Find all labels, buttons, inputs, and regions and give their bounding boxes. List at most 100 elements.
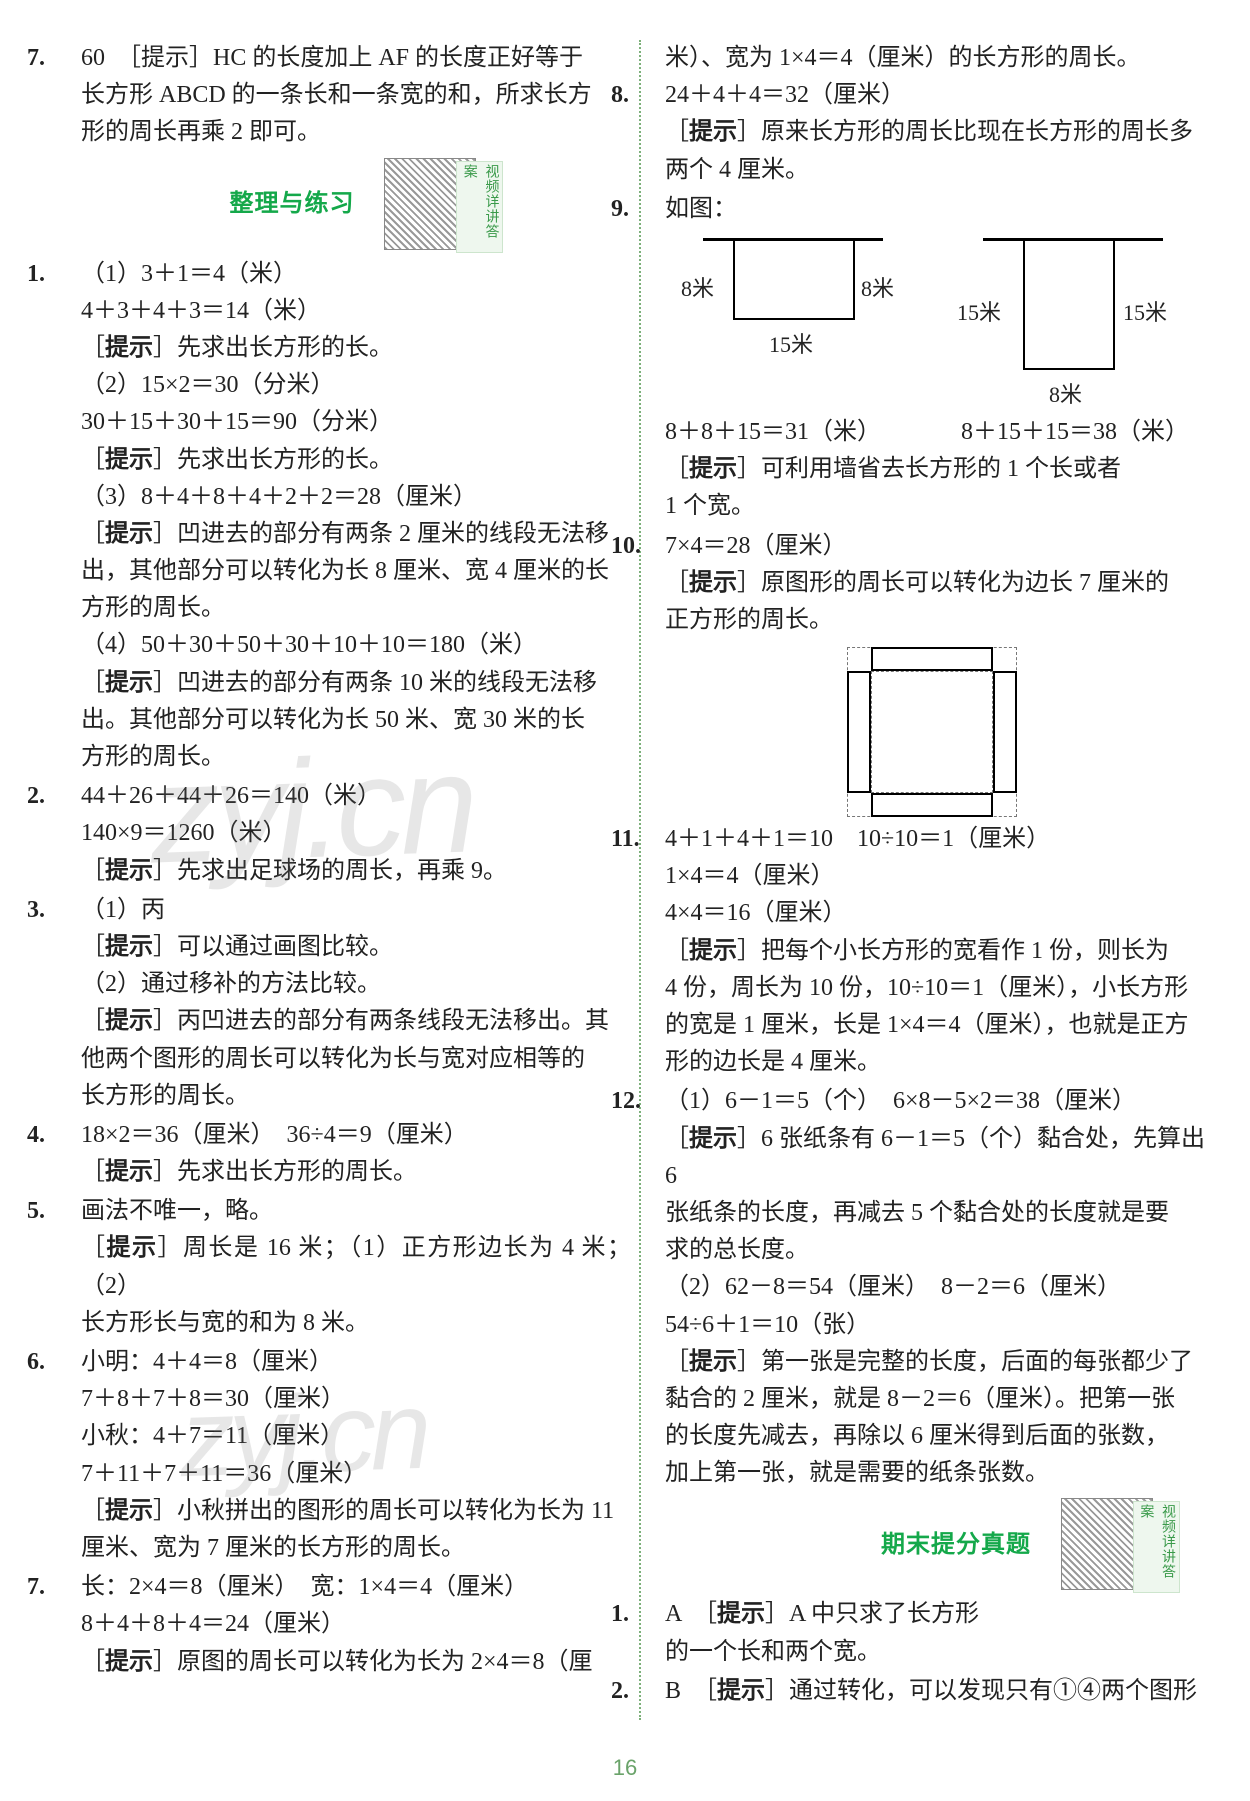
hint-line: ［提示］凹进去的部分有两条 2 厘米的线段无法移 <box>81 516 631 553</box>
figure-9: 8米 8米 15米 15米 15米 8米 <box>683 238 1205 408</box>
text-line: 4＋1＋4＋1＝10 10÷10＝1（厘米） <box>665 821 1205 858</box>
hint-text: 先求出足球场的周长，再乘 9。 <box>177 858 507 884</box>
wall-line <box>703 238 883 241</box>
text-line: 30＋15＋30＋15＝90（分米） <box>81 404 631 441</box>
text-line: 8＋4＋8＋4＝24（厘米） <box>81 1606 631 1643</box>
text-line: 24＋4＋4＝32（厘米） <box>665 77 1205 114</box>
figure-10 <box>847 647 1017 817</box>
text-line: 他两个图形的周长可以转化为长与宽对应相等的 <box>81 1041 631 1078</box>
hint-text: 通过转化，可以发现只有①④两个图形 <box>789 1678 1197 1704</box>
text-line: 如图： <box>665 191 1205 228</box>
fig-label: 15米 <box>957 296 1001 330</box>
text-line: 7＋8＋7＋8＝30（厘米） <box>81 1381 631 1418</box>
fig-label: 8米 <box>681 272 714 306</box>
item-12: 12. （1）6－1＝5（个） 6×8－5×2＝38（厘米） ［提示］6 张纸条… <box>659 1083 1205 1492</box>
hint-text: 原图形的周长可以转化为边长 7 厘米的 <box>761 570 1169 596</box>
item-a: 1. A ［提示］A 中只求了长方形 的一个长和两个宽。 <box>659 1596 1205 1670</box>
hint-line: ［提示］凹进去的部分有两条 10 米的线段无法移 <box>81 665 631 702</box>
hint-line: B ［提示］通过转化，可以发现只有①④两个图形 <box>665 1673 1205 1710</box>
section-header-row: 整理与练习 <box>75 158 631 250</box>
item-5: 5. 画法不唯一，略。 ［提示］周长是 16 米；（1）正方形边长为 4 米；（… <box>75 1193 631 1342</box>
text-line: （1）6－1＝5（个） 6×8－5×2＝38（厘米） <box>665 1083 1205 1120</box>
solid-shape <box>847 671 871 793</box>
text-line: 出。其他部分可以转化为长 50 米、宽 30 米的长 <box>81 702 631 739</box>
item-8: 8. 24＋4＋4＝32（厘米） ［提示］原来长方形的周长比现在长方形的周长多 … <box>659 77 1205 189</box>
hint-line: A ［提示］A 中只求了长方形 <box>665 1596 1205 1633</box>
text-line: 长方形长与宽的和为 8 米。 <box>81 1305 631 1342</box>
item-number: 2. <box>611 1673 629 1710</box>
item-number: 1. <box>27 256 45 293</box>
hint-line: ［提示］可以通过画图比较。 <box>81 929 631 966</box>
hint-line: ［提示］先求出足球场的周长，再乘 9。 <box>81 853 631 890</box>
item-number: 11. <box>611 821 640 858</box>
right-column: 米）、宽为 1×4＝4（厘米）的长方形的周长。 8. 24＋4＋4＝32（厘米）… <box>641 40 1205 1720</box>
text-line: 长：2×4＝8（厘米） 宽：1×4＝4（厘米） <box>81 1569 631 1606</box>
item-number: 6. <box>27 1344 45 1381</box>
hint-text: 原图的周长可以转化为长为 2×4＝8（厘 <box>177 1649 593 1675</box>
solid-shape <box>993 671 1017 793</box>
hint-text: 第一张是完整的长度，后面的每张都少了 <box>761 1349 1193 1375</box>
text-line: （1）丙 <box>81 892 631 929</box>
solid-shape <box>871 647 993 671</box>
item-9: 9. 如图： 8米 8米 15米 15米 1 <box>659 191 1205 526</box>
qr-code-icon <box>384 158 476 250</box>
text-line: 1×4＝4（厘米） <box>665 858 1205 895</box>
text-line: 的宽是 1 厘米，长是 1×4＝4（厘米），也就是正方 <box>665 1007 1205 1044</box>
dash-box <box>871 671 993 793</box>
item-b: 2. B ［提示］通过转化，可以发现只有①④两个图形 <box>659 1673 1205 1710</box>
text-line: 方形的周长。 <box>81 590 631 627</box>
text-line: 形的周长再乘 2 即可。 <box>81 114 631 151</box>
text-line: （2）62－8＝54（厘米） 8－2＝6（厘米） <box>665 1269 1205 1306</box>
equation: 8＋8＋15＝31（米） <box>665 414 881 451</box>
hint-text: 凹进去的部分有两条 2 厘米的线段无法移 <box>177 521 609 547</box>
item-11: 11. 4＋1＋4＋1＝10 10÷10＝1（厘米） 1×4＝4（厘米） 4×4… <box>659 821 1205 1081</box>
text-line: 小明：4＋4＝8（厘米） <box>81 1344 631 1381</box>
text-line: 4 份，周长为 10 份，10÷10＝1（厘米），小长方形 <box>665 970 1205 1007</box>
hint-line: ［提示］把每个小长方形的宽看作 1 份，则长为 <box>665 933 1205 970</box>
hint-text: 先求出长方形的长。 <box>177 447 393 473</box>
item-number: 12. <box>611 1083 641 1120</box>
text-line: 求的总长度。 <box>665 1232 1205 1269</box>
hint-text: 丙凹进去的部分有两条线段无法移出。其 <box>177 1008 609 1034</box>
item-10: 10. 7×4＝28（厘米） ［提示］原图形的周长可以转化为边长 7 厘米的 正… <box>659 528 1205 818</box>
hint-line: ［提示］第一张是完整的长度，后面的每张都少了 <box>665 1344 1205 1381</box>
solid-shape <box>871 793 993 817</box>
text-line: 长方形的周长。 <box>81 1078 631 1115</box>
item-7-bottom: 7. 长：2×4＝8（厘米） 宽：1×4＝4（厘米） 8＋4＋8＋4＝24（厘米… <box>75 1569 631 1681</box>
text-line: （1）3＋1＝4（米） <box>81 256 631 293</box>
text-line: （2）15×2＝30（分米） <box>81 367 631 404</box>
hint-text: 原来长方形的周长比现在长方形的周长多 <box>761 119 1193 145</box>
section-title: 整理与练习 <box>229 185 354 222</box>
item-number: 7. <box>27 1569 45 1606</box>
item-number: 10. <box>611 528 641 565</box>
text-line: 正方形的周长。 <box>665 602 1205 639</box>
hint-line: ［提示］原来长方形的周长比现在长方形的周长多 <box>665 114 1205 151</box>
hint-text: 先求出长方形的周长。 <box>177 1159 417 1185</box>
hint-text: 先求出长方形的长。 <box>177 335 393 361</box>
text-line: 54÷6＋1＝10（张） <box>665 1307 1205 1344</box>
text-line: 18×2＝36（厘米） 36÷4＝9（厘米） <box>81 1117 631 1154</box>
text-line: 1 个宽。 <box>665 488 1205 525</box>
text-line: 厘米、宽为 7 厘米的长方形的周长。 <box>81 1530 631 1567</box>
fig-line <box>733 238 735 318</box>
item-number: 8. <box>611 77 629 114</box>
text-line: 4×4＝16（厘米） <box>665 895 1205 932</box>
text-line: 的长度先减去，再除以 6 厘米得到后面的张数， <box>665 1418 1205 1455</box>
text-line: （2）通过移补的方法比较。 <box>81 966 631 1003</box>
text-line: 黏合的 2 厘米，就是 8－2＝6（厘米）。把第一张 <box>665 1381 1205 1418</box>
item-6: 6. 小明：4＋4＝8（厘米） 7＋8＋7＋8＝30（厘米） 小秋：4＋7＝11… <box>75 1344 631 1567</box>
text-line: 两个 4 厘米。 <box>665 152 1205 189</box>
text-line: 60 ［提示］HC 的长度加上 AF 的长度正好等于 <box>81 40 631 77</box>
hint-text: 把每个小长方形的宽看作 1 份，则长为 <box>761 938 1169 964</box>
text-line: 4＋3＋4＋3＝14（米） <box>81 293 631 330</box>
equation: 8＋15＋15＝38（米） <box>961 414 1189 451</box>
text-line: 方形的周长。 <box>81 739 631 776</box>
hint-line: ［提示］先求出长方形的周长。 <box>81 1154 631 1191</box>
hint-text: A 中只求了长方形 <box>789 1601 979 1627</box>
item-number: 1. <box>611 1596 629 1633</box>
fig-line <box>1113 238 1115 368</box>
section-title: 期末提分真题 <box>881 1526 1031 1563</box>
hint-line: ［提示］原图的周长可以转化为长为 2×4＝8（厘 <box>81 1644 631 1681</box>
text-line: 7＋11＋7＋11＝36（厘米） <box>81 1456 631 1493</box>
hint-text: 可以通过画图比较。 <box>177 934 393 960</box>
